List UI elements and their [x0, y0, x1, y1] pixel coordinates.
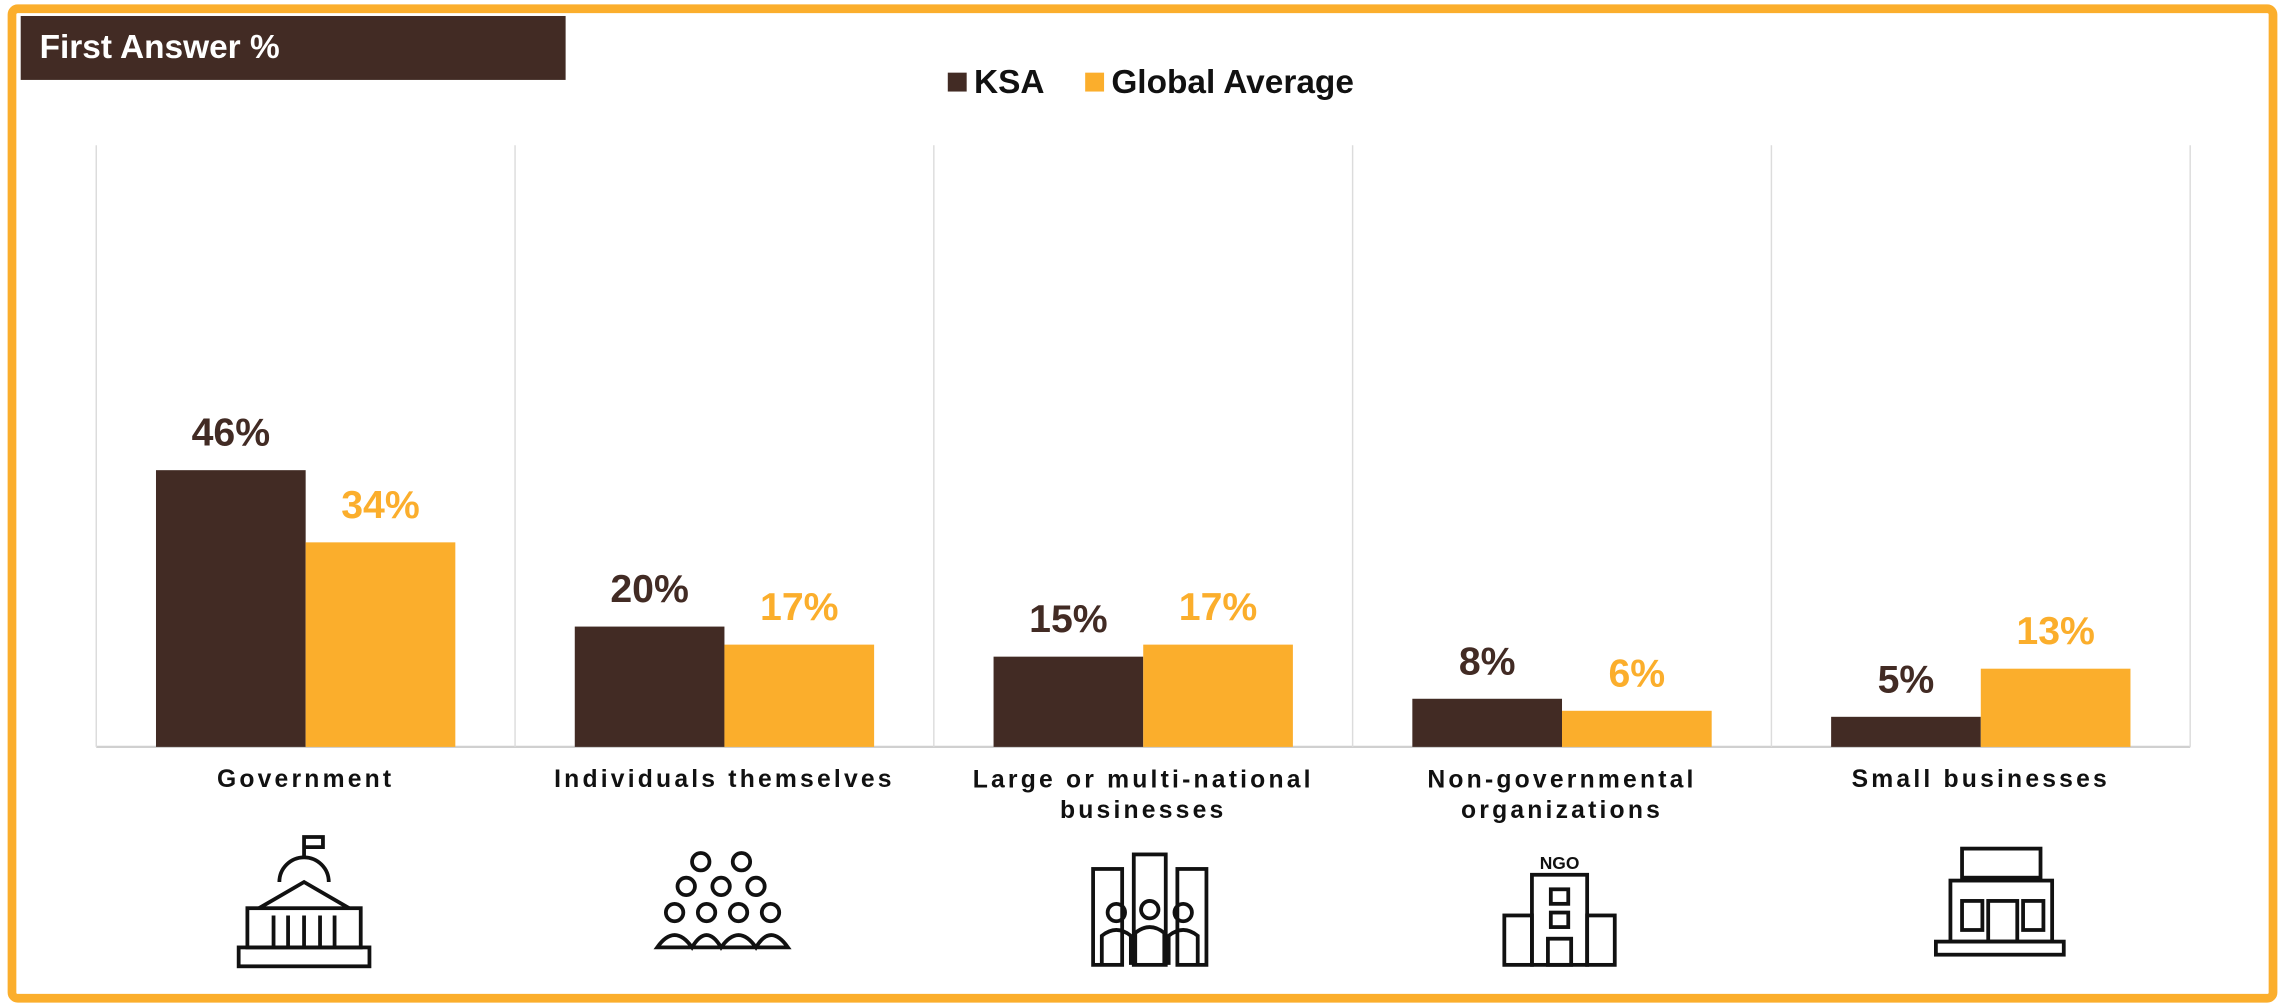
value-label: 5% — [1878, 657, 1935, 701]
bar — [724, 644, 875, 747]
bar — [1562, 710, 1712, 747]
title-box — [20, 15, 566, 80]
value-label: 46% — [192, 411, 270, 455]
bar — [305, 542, 456, 747]
legend-swatch — [1085, 72, 1105, 92]
value-label: 15% — [1029, 597, 1108, 641]
icons: NGO — [236, 835, 2066, 969]
bar — [155, 470, 306, 747]
bar — [1412, 698, 1563, 747]
value-label: 34% — [341, 483, 420, 527]
legend-label: KSA — [974, 64, 1045, 101]
icon-people — [653, 851, 792, 951]
bar — [1143, 644, 1293, 747]
value-label: 17% — [760, 585, 839, 629]
value-label: 20% — [610, 567, 689, 611]
bar — [574, 626, 725, 747]
legend-swatch — [947, 72, 967, 92]
bar — [993, 656, 1144, 747]
x-tick-label: Government — [217, 766, 394, 793]
value-label: 17% — [1179, 585, 1258, 629]
icon-government — [236, 835, 372, 969]
icon-businesses — [1091, 852, 1209, 967]
svg-text:NGO: NGO — [1540, 853, 1580, 873]
icon-shop — [1934, 846, 2066, 957]
legend-label: Global Average — [1111, 64, 1354, 101]
value-label: 13% — [2016, 609, 2094, 653]
icon-ngo: NGO — [1502, 853, 1617, 967]
frame — [7, 4, 2278, 1003]
x-tick-label: Non-governmental organizations — [1427, 766, 1696, 824]
x-tick-label: Individuals themselves — [554, 766, 895, 793]
value-label: 8% — [1459, 639, 1516, 683]
x-tick-label: Large or multi-national businesses — [973, 766, 1314, 824]
value-label: 6% — [1609, 651, 1666, 695]
chart-title: First Answer % — [40, 29, 280, 66]
bar — [1831, 716, 1981, 747]
bar — [1980, 668, 2131, 747]
x-tick-label: Small businesses — [1852, 766, 2110, 793]
